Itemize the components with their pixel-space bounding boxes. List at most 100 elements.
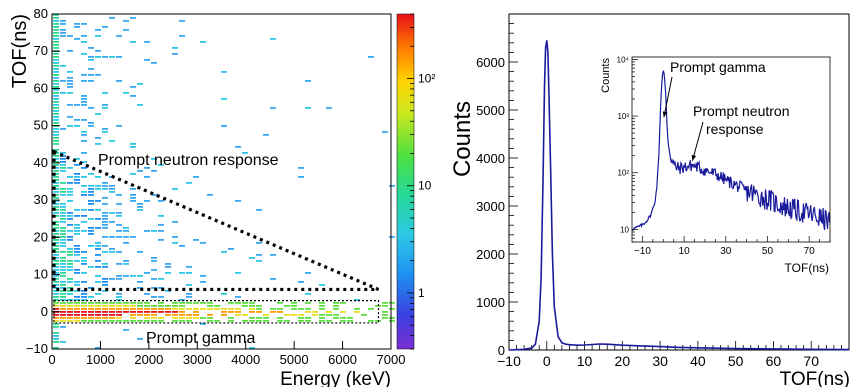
spectrum-x-tick-label: 0 [543, 353, 551, 369]
arrow-prompt-neutron [691, 121, 704, 161]
heatmap-cell [123, 29, 129, 31]
heatmap-cell [102, 245, 108, 247]
heatmap-cell [53, 65, 59, 67]
heatmap-cell [109, 188, 115, 190]
spectrum-y-ticks: 0 1000 2000 3000 4000 5000 6000 [476, 13, 518, 358]
heatmap-cell [81, 191, 87, 193]
heatmap-cell [60, 311, 66, 313]
heatmap-cell [88, 125, 94, 127]
heatmap-cell [102, 251, 108, 253]
inset-y-tick-label: 10 [620, 225, 629, 234]
heatmap-cell [109, 236, 115, 238]
heatmap-cell [109, 140, 115, 142]
heatmap-cell [130, 146, 136, 148]
heatmap-cell [67, 317, 73, 319]
heatmap-cell [144, 311, 150, 313]
heatmap-cell [53, 128, 59, 130]
heatmap-cell [305, 107, 311, 109]
heatmap-cell [81, 23, 87, 25]
heatmap-cell [158, 239, 164, 241]
heatmap-cell [74, 281, 80, 283]
heatmap-cell [186, 296, 192, 298]
heatmap-cell [53, 281, 59, 283]
heatmap-cell [95, 143, 101, 145]
heatmap-cell [102, 224, 108, 226]
heatmap-cell [88, 209, 94, 211]
heatmap-cell [81, 119, 87, 121]
heatmap-cell [60, 164, 66, 166]
heatmap-cell [333, 308, 339, 310]
heatmap-cell [137, 104, 143, 106]
heatmap-cell [53, 332, 59, 334]
heatmap-cell [53, 122, 59, 124]
heatmap-cell [74, 314, 80, 316]
heatmap-x-tick-label: 4000 [231, 352, 260, 367]
heatmap-cell [368, 56, 374, 58]
heatmap-y-tick-label: 70 [34, 43, 48, 58]
heatmap-cell [95, 200, 101, 202]
heatmap-cell [60, 245, 66, 247]
heatmap-cell [88, 56, 94, 58]
heatmap-cell [179, 272, 185, 274]
heatmap-cell [60, 92, 66, 94]
heatmap-cell [221, 311, 227, 313]
heatmap-cell [200, 242, 206, 244]
heatmap-cell [361, 314, 367, 316]
heatmap-cell [95, 137, 101, 139]
heatmap-cell [81, 53, 87, 55]
heatmap-cell [256, 308, 262, 310]
heatmap-cell [74, 254, 80, 256]
heatmap-cell [81, 296, 87, 298]
heatmap-cell [53, 149, 59, 151]
heatmap-cell [53, 74, 59, 76]
heatmap-cell [291, 314, 297, 316]
heatmap-cell [53, 131, 59, 133]
heatmap-cell [53, 59, 59, 61]
heatmap-cell [81, 230, 87, 232]
heatmap-cell [74, 260, 80, 262]
heatmap-cell [102, 218, 108, 220]
heatmap-cell [102, 128, 108, 130]
heatmap-cell [144, 176, 150, 178]
inset-y-tick-label: 10² [617, 169, 629, 178]
heatmap-cell [116, 308, 122, 310]
heatmap-cell [88, 233, 94, 235]
heatmap-cell [242, 302, 248, 304]
heatmap-cell [235, 200, 241, 202]
heatmap-cell [193, 317, 199, 319]
heatmap-cell [102, 263, 108, 265]
heatmap-cell [158, 317, 164, 319]
inset-frame [631, 56, 831, 243]
heatmap-cell [95, 176, 101, 178]
heatmap-cell [123, 305, 129, 307]
heatmap-cell [53, 212, 59, 214]
heatmap-cell [53, 32, 59, 34]
heatmap-cell [102, 203, 108, 205]
heatmap-cell [102, 317, 108, 319]
heatmap-cell [53, 26, 59, 28]
heatmap-cell [137, 281, 143, 283]
heatmap-cell [109, 308, 115, 310]
heatmap-cell [53, 200, 59, 202]
heatmap-cell [88, 200, 94, 202]
heatmap-cell [305, 80, 311, 82]
heatmap-cell [88, 266, 94, 268]
heatmap-cell [144, 200, 150, 202]
heatmap-cell [179, 299, 185, 301]
heatmap-cell [354, 308, 360, 310]
heatmap-cell [186, 293, 192, 295]
heatmap-cell [88, 194, 94, 196]
heatmap-cell [116, 320, 122, 322]
heatmap-cell [88, 230, 94, 232]
heatmap-cell [270, 278, 276, 280]
heatmap-y-tick-label: 40 [34, 155, 48, 170]
heatmap-cell [116, 194, 122, 196]
heatmap-cell [123, 275, 129, 277]
heatmap-cell [74, 164, 80, 166]
arrow-prompt-gamma [663, 76, 673, 118]
heatmap-cell [193, 239, 199, 241]
heatmap-cell [256, 317, 262, 319]
heatmap-cell [102, 311, 108, 313]
spectrum-x-ticks: −10 0 10 20 30 40 50 60 70 [497, 341, 850, 369]
heatmap-cell [158, 287, 164, 289]
